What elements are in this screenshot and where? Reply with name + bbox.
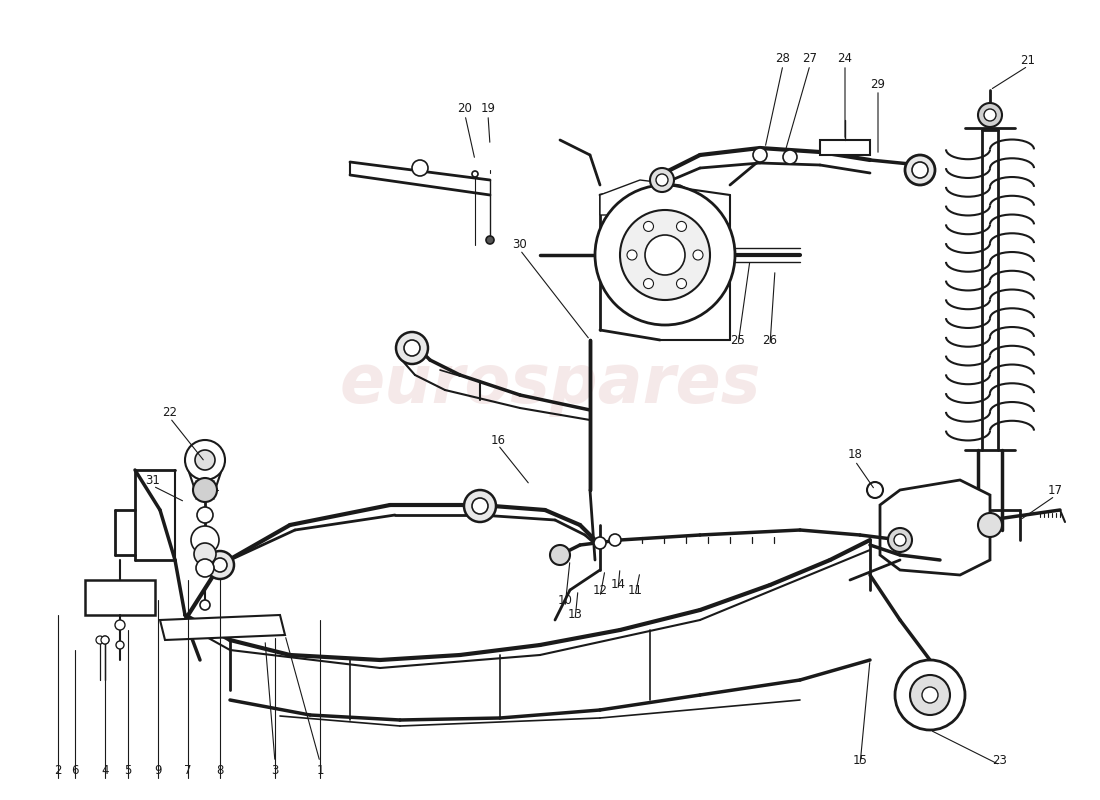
- Circle shape: [912, 162, 928, 178]
- Circle shape: [644, 222, 653, 231]
- Circle shape: [116, 620, 125, 630]
- Text: 3: 3: [272, 763, 278, 777]
- Circle shape: [213, 558, 227, 572]
- Text: 22: 22: [163, 406, 177, 418]
- Text: 10: 10: [558, 594, 572, 606]
- Circle shape: [922, 687, 938, 703]
- Text: 2: 2: [54, 763, 62, 777]
- Text: 1: 1: [317, 763, 323, 777]
- Circle shape: [895, 660, 965, 730]
- Text: 29: 29: [870, 78, 886, 91]
- Circle shape: [412, 160, 428, 176]
- Text: 28: 28: [776, 51, 791, 65]
- Circle shape: [486, 236, 494, 244]
- Text: 27: 27: [803, 51, 817, 65]
- Circle shape: [101, 636, 109, 644]
- Text: 24: 24: [837, 51, 852, 65]
- Circle shape: [894, 534, 906, 546]
- Text: 17: 17: [1047, 483, 1063, 497]
- Text: 20: 20: [458, 102, 472, 114]
- Circle shape: [396, 332, 428, 364]
- Circle shape: [550, 545, 570, 565]
- Text: 21: 21: [1021, 54, 1035, 66]
- Text: 5: 5: [124, 763, 132, 777]
- Circle shape: [472, 498, 488, 514]
- Circle shape: [867, 482, 883, 498]
- Text: 31: 31: [145, 474, 161, 486]
- Circle shape: [96, 636, 104, 644]
- Circle shape: [645, 235, 685, 275]
- Circle shape: [464, 490, 496, 522]
- Text: 11: 11: [627, 583, 642, 597]
- Circle shape: [693, 250, 703, 260]
- Circle shape: [905, 155, 935, 185]
- Text: 14: 14: [610, 578, 626, 591]
- Polygon shape: [880, 480, 990, 575]
- Circle shape: [676, 222, 686, 231]
- Text: 7: 7: [185, 763, 191, 777]
- Polygon shape: [160, 615, 285, 640]
- Text: 25: 25: [730, 334, 746, 346]
- Circle shape: [676, 278, 686, 289]
- Polygon shape: [85, 580, 155, 615]
- Circle shape: [472, 171, 478, 177]
- Text: 23: 23: [992, 754, 1008, 766]
- Circle shape: [197, 507, 213, 523]
- Circle shape: [783, 150, 798, 164]
- Circle shape: [196, 559, 214, 577]
- Circle shape: [650, 168, 674, 192]
- Text: 6: 6: [72, 763, 79, 777]
- Circle shape: [978, 103, 1002, 127]
- Circle shape: [609, 534, 622, 546]
- Text: 13: 13: [568, 609, 582, 622]
- Text: 9: 9: [154, 763, 162, 777]
- Circle shape: [206, 551, 234, 579]
- Text: 15: 15: [852, 754, 868, 766]
- Circle shape: [194, 543, 216, 565]
- Circle shape: [627, 250, 637, 260]
- Text: 8: 8: [217, 763, 223, 777]
- Polygon shape: [600, 180, 700, 215]
- Circle shape: [656, 174, 668, 186]
- Text: 12: 12: [593, 583, 607, 597]
- Circle shape: [644, 278, 653, 289]
- Circle shape: [195, 450, 214, 470]
- Text: 16: 16: [491, 434, 506, 446]
- Circle shape: [116, 641, 124, 649]
- Text: 26: 26: [762, 334, 778, 346]
- Polygon shape: [820, 140, 870, 155]
- Circle shape: [185, 440, 226, 480]
- Circle shape: [594, 537, 606, 549]
- Circle shape: [200, 600, 210, 610]
- Circle shape: [978, 513, 1002, 537]
- Circle shape: [192, 478, 217, 502]
- Circle shape: [404, 340, 420, 356]
- Text: 4: 4: [101, 763, 109, 777]
- Circle shape: [888, 528, 912, 552]
- Circle shape: [910, 675, 950, 715]
- Circle shape: [984, 109, 996, 121]
- Circle shape: [101, 636, 109, 644]
- Text: 19: 19: [481, 102, 495, 114]
- Circle shape: [191, 526, 219, 554]
- Circle shape: [620, 210, 710, 300]
- Text: eurospares: eurospares: [339, 351, 761, 417]
- Text: 30: 30: [513, 238, 527, 251]
- Circle shape: [754, 148, 767, 162]
- Text: 18: 18: [848, 449, 862, 462]
- Circle shape: [595, 185, 735, 325]
